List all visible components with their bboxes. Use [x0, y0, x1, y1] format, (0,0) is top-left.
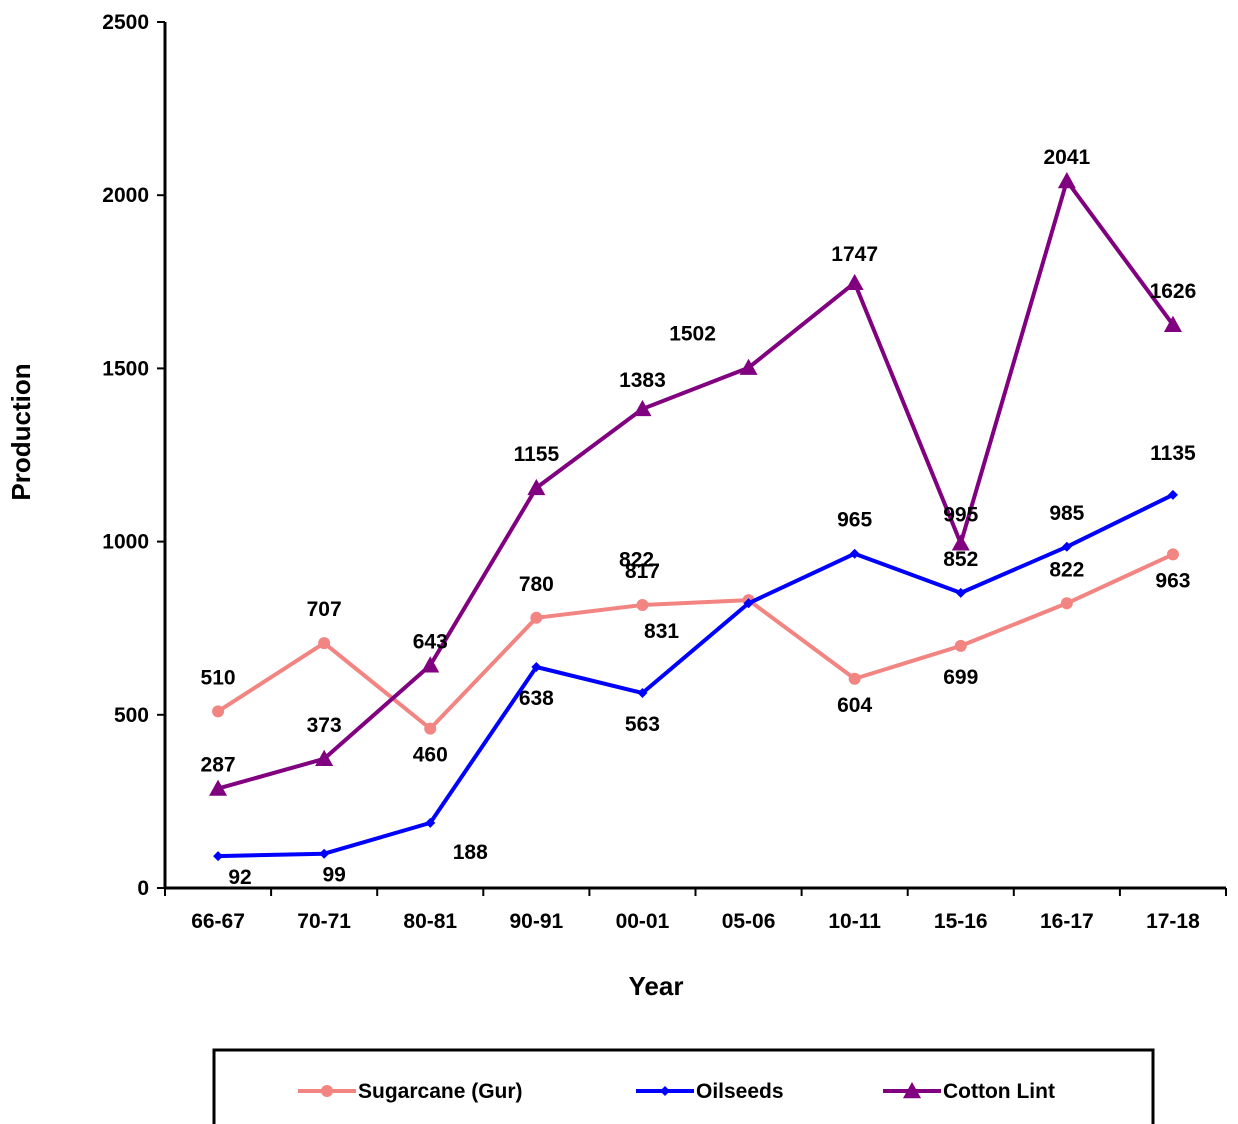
legend-label-oilseeds: Oilseeds [696, 1080, 784, 1103]
data-point-oilseeds [319, 848, 330, 859]
x-tick-label: 15-16 [934, 910, 988, 933]
data-point-sugarcane-gur [1060, 597, 1073, 610]
data-point-cotton-lint [633, 399, 652, 417]
data-label-cotton-lint: 373 [307, 714, 342, 737]
data-label-sugarcane-gur: 822 [1049, 558, 1084, 581]
data-label-oilseeds: 92 [228, 866, 251, 889]
data-point-cotton-lint [209, 779, 228, 796]
data-point-oilseeds [849, 548, 860, 559]
data-point-sugarcane-gur [530, 611, 543, 624]
data-point-cotton-lint [951, 534, 970, 551]
data-point-sugarcane-gur [636, 598, 649, 611]
data-point-cotton-lint [739, 358, 758, 375]
legend-label-cotton-lint: Cotton Lint [943, 1080, 1055, 1103]
data-label-sugarcane-gur: 831 [644, 620, 679, 643]
data-point-sugarcane-gur [848, 672, 861, 685]
data-point-cotton-lint [421, 656, 440, 673]
legend-label-sugarcane-gur: Sugarcane (Gur) [358, 1080, 523, 1103]
data-label-sugarcane-gur: 817 [625, 560, 660, 583]
data-point-sugarcane-gur [954, 639, 967, 652]
data-label-oilseeds: 563 [625, 713, 660, 736]
data-point-sugarcane-gur [1166, 548, 1179, 561]
data-label-sugarcane-gur: 780 [519, 573, 554, 596]
data-label-oilseeds: 1135 [1150, 442, 1196, 465]
series-line-sugarcane-gur [216, 552, 1174, 731]
x-tick-label: 70-71 [297, 910, 351, 933]
x-tick-label: 90-91 [509, 910, 563, 933]
y-tick-label: 2000 [102, 184, 149, 207]
data-point-oilseeds [425, 817, 436, 828]
series-line-cotton-lint [217, 178, 1175, 791]
y-tick-label: 2500 [102, 11, 149, 34]
data-label-cotton-lint: 643 [413, 630, 448, 653]
x-axis-title: Year [629, 971, 684, 1001]
data-label-oilseeds: 99 [322, 864, 345, 887]
data-label-sugarcane-gur: 604 [837, 694, 872, 717]
x-tick-label: 80-81 [403, 910, 457, 933]
data-point-cotton-lint [1163, 315, 1182, 332]
data-label-cotton-lint: 1383 [619, 369, 666, 392]
data-point-cotton-lint [527, 478, 546, 496]
legend-frame [212, 1048, 1155, 1124]
y-axis-title: Production [6, 363, 36, 500]
data-label-sugarcane-gur: 460 [413, 744, 448, 767]
legend-marker-sugarcane-gur [321, 1085, 333, 1097]
legend-marker-oilseeds [660, 1086, 670, 1096]
legend-marker-cotton-lint [903, 1082, 921, 1099]
data-point-sugarcane-gur [212, 705, 225, 718]
data-labels: 510 707 460 780 817 831 604 699 822 963 92 99 188 638… [201, 146, 1197, 889]
data-label-oilseeds: 965 [837, 509, 872, 532]
x-tick-label: 17-18 [1146, 910, 1200, 933]
data-label-oilseeds: 985 [1049, 502, 1084, 525]
data-label-cotton-lint: 1626 [1150, 280, 1197, 303]
data-point-oilseeds [1167, 489, 1178, 500]
series-group [209, 171, 1182, 862]
data-point-sugarcane-gur [318, 637, 331, 650]
data-label-cotton-lint: 2041 [1043, 146, 1090, 169]
x-tick-label: 66-67 [191, 910, 245, 933]
y-tick-label: 500 [114, 704, 149, 727]
x-ticks: 66-67 70-71 80-81 90-91 00-01 05-06 10-11 15-16… [164, 888, 1227, 933]
data-label-oilseeds: 638 [519, 687, 554, 710]
data-point-oilseeds [1061, 541, 1072, 552]
data-point-sugarcane-gur [424, 722, 437, 735]
data-label-cotton-lint: 287 [201, 754, 236, 777]
data-label-sugarcane-gur: 707 [307, 598, 342, 621]
x-tick-label: 16-17 [1040, 910, 1094, 933]
data-label-oilseeds: 822 [619, 548, 654, 571]
y-ticks: 0 500 1000 1500 2000 2500 [102, 11, 165, 900]
data-point-oilseeds [637, 687, 648, 698]
x-tick-label: 00-01 [616, 910, 670, 933]
data-label-cotton-lint: 995 [943, 503, 978, 526]
data-point-oilseeds [743, 598, 754, 609]
data-point-oilseeds [531, 661, 542, 672]
data-label-sugarcane-gur: 510 [201, 666, 236, 689]
series-line-oilseeds [218, 493, 1174, 859]
data-point-oilseeds [213, 851, 224, 862]
data-label-cotton-lint: 1155 [514, 443, 560, 466]
data-label-sugarcane-gur: 699 [943, 666, 978, 689]
data-label-oilseeds: 188 [453, 841, 488, 864]
data-label-cotton-lint: 1747 [831, 243, 878, 266]
y-tick-label: 1500 [102, 357, 149, 380]
data-label-sugarcane-gur: 963 [1155, 569, 1190, 592]
data-label-oilseeds: 852 [943, 548, 978, 571]
y-tick-label: 0 [137, 877, 149, 900]
data-point-cotton-lint [1057, 171, 1076, 189]
data-point-cotton-lint [315, 749, 334, 766]
y-tick-label: 1000 [102, 531, 149, 554]
legend: Sugarcane (Gur) Oilseeds Cotton Lint [212, 1048, 1155, 1124]
data-point-cotton-lint [845, 273, 864, 291]
x-tick-label: 05-06 [722, 910, 776, 933]
data-point-oilseeds [955, 587, 966, 598]
data-label-cotton-lint: 1502 [669, 323, 716, 346]
x-tick-label: 10-11 [828, 910, 881, 933]
